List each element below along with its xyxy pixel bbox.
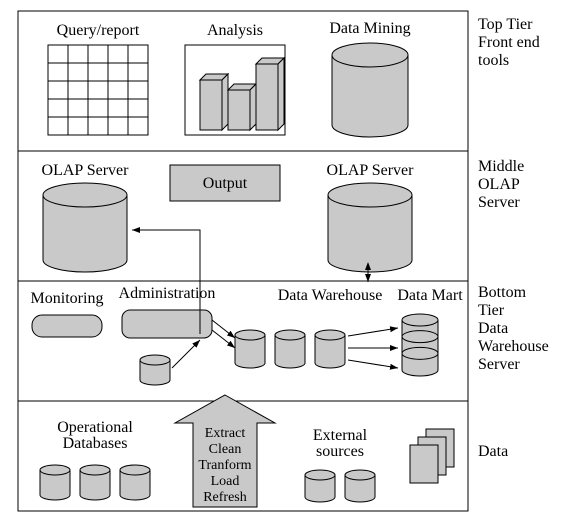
administration-box <box>122 310 212 338</box>
op-db-cylinder-0 <box>40 465 70 500</box>
etl-label: Load <box>211 474 240 489</box>
side-label-bottom: Server <box>478 356 520 373</box>
operational-db-label: Databases <box>63 435 128 452</box>
olap-right-cylinder-icon <box>328 183 412 272</box>
side-label-bottom: Warehouse <box>478 338 549 355</box>
arrow <box>212 320 235 338</box>
side-label-top: Front end <box>478 34 540 51</box>
operational-db-label: Operational <box>57 419 133 436</box>
staging-cylinder-3 <box>315 330 345 368</box>
etl-label: Refresh <box>203 490 247 505</box>
olap-server-left-label: OLAP Server <box>42 162 130 179</box>
etl-label: Tranform <box>198 458 251 473</box>
query-report-label: Query/report <box>57 22 140 39</box>
side-label-middle: OLAP <box>478 176 520 193</box>
ext-cylinder-0 <box>305 470 335 502</box>
side-label-bottom: Bottom <box>478 284 527 301</box>
side-label-bottom: Data <box>478 320 508 337</box>
arrow <box>212 330 235 348</box>
side-label-top: tools <box>478 52 509 69</box>
doc-icon <box>410 445 438 483</box>
etl-label: Extract <box>205 426 246 441</box>
etl-label: Clean <box>209 442 242 457</box>
data-mining-cylinder-icon <box>332 43 408 137</box>
olap-left-cylinder-icon <box>43 183 127 272</box>
output-label: Output <box>203 175 248 192</box>
analysis-label: Analysis <box>207 22 263 39</box>
ext-cylinder-1 <box>345 470 375 502</box>
data-mining-label: Data Mining <box>329 20 410 37</box>
external-sources-label: External <box>313 427 368 444</box>
op-db-cylinder-2 <box>120 465 150 500</box>
staging-cylinder-0 <box>140 355 170 385</box>
diagram-root: Top TierFront endtoolsMiddleOLAPServerBo… <box>0 0 571 521</box>
side-label-middle: Middle <box>478 158 524 175</box>
side-label-data: Data <box>478 443 508 460</box>
op-db-cylinder-1 <box>80 465 110 500</box>
data-mart-cylinder-icon <box>402 314 438 376</box>
side-label-middle: Server <box>478 194 520 211</box>
olap-server-right-label: OLAP Server <box>327 162 415 179</box>
arrow <box>348 360 398 368</box>
staging-cylinder-1 <box>235 330 265 368</box>
external-sources-label: sources <box>316 443 364 460</box>
side-label-top: Top Tier <box>478 16 533 33</box>
data-warehouse-label: Data Warehouse <box>278 287 383 304</box>
grid-icon <box>48 45 148 135</box>
monitoring-box <box>32 315 102 337</box>
data-mart-label: Data Mart <box>397 287 463 304</box>
monitoring-label: Monitoring <box>31 290 104 307</box>
administration-label: Administration <box>119 285 216 302</box>
arrow <box>172 340 200 368</box>
arrow <box>348 328 398 336</box>
side-label-bottom: Tier <box>478 302 505 319</box>
staging-cylinder-2 <box>275 330 305 368</box>
